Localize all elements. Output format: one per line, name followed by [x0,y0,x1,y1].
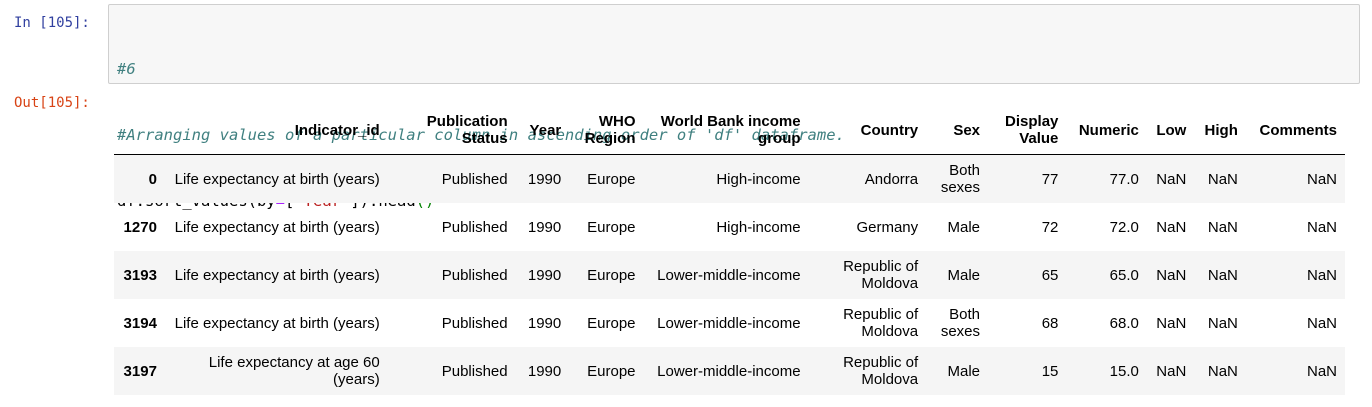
cell-who-region: Europe [587,218,636,236]
cell-sex: Male [947,266,981,284]
code-token-bracket-close: ] [350,192,360,210]
cell-who-region: Europe [587,266,636,284]
table-row: 3197 Life expectancy at age 60 (years) P… [114,347,1345,395]
cell-high: NaN [1207,218,1238,236]
cell-numeric: 68.0 [1109,314,1139,332]
code-line-3: df.sort_values(by=['Year']).head() [117,190,1351,212]
cell-year: 1990 [527,218,562,236]
cell-numeric: 65.0 [1109,266,1139,284]
row-index: 3197 [123,362,157,380]
column-header-who-region: WHO Region [569,106,644,155]
row-index: 1270 [123,218,157,236]
cell-publication-status: Published [441,218,508,236]
cell-indicator-id: Life expectancy at birth (years) [174,314,380,332]
cell-who-region: Europe [587,314,636,332]
cell-indicator-id: Life expectancy at age 60 (years) [208,354,380,388]
cell-display-value: 65 [1041,266,1059,284]
dataframe-output-table: Indicator_id Publication Status Year WHO… [114,106,1345,395]
cell-who-region: Europe [587,362,636,380]
cell-low: NaN [1156,362,1187,380]
cell-display-value: 68 [1041,314,1059,332]
cell-numeric: 15.0 [1109,362,1139,380]
cell-income-group: Lower-middle-income [657,362,801,380]
cell-low: NaN [1156,314,1187,332]
column-header-income-group: World Bank income group [643,106,809,155]
input-prompt: In [105]: [14,15,90,31]
table-header-row: Indicator_id Publication Status Year WHO… [114,106,1345,155]
cell-low: NaN [1156,218,1187,236]
cell-income-group: Lower-middle-income [657,266,801,284]
cell-indicator-id: Life expectancy at birth (years) [174,170,380,188]
code-token-parens: () [415,192,435,210]
cell-country: Germany [856,218,919,236]
output-prompt: Out[105]: [14,95,90,111]
cell-indicator-id: Life expectancy at birth (years) [174,218,380,236]
cell-income-group: High-income [716,218,801,236]
cell-publication-status: Published [441,266,508,284]
cell-comments: NaN [1306,266,1337,284]
table-row: 1270 Life expectancy at birth (years) Pu… [114,203,1345,251]
column-header-low: Low [1146,106,1195,155]
code-comment-line-1: #6 [117,60,136,78]
cell-display-value: 15 [1041,362,1059,380]
cell-low: NaN [1156,266,1187,284]
code-token-head: ).head [359,192,416,210]
cell-numeric: 72.0 [1109,218,1139,236]
cell-indicator-id: Life expectancy at birth (years) [174,266,380,284]
cell-country: Republic of Moldova [843,258,919,292]
cell-high: NaN [1207,170,1238,188]
code-token-call: df.sort_values(by [117,192,276,210]
cell-comments: NaN [1306,218,1337,236]
column-header-high: High [1194,106,1246,155]
cell-sex: Both sexes [940,162,981,196]
cell-publication-status: Published [441,362,508,380]
code-input-area[interactable]: #6 #Arranging values of a particular col… [108,4,1360,210]
cell-comments: NaN [1306,170,1337,188]
cell-comments: NaN [1306,362,1337,380]
cell-sex: Male [947,362,981,380]
column-header-display-value: Display Value [988,106,1067,155]
code-token-string: 'Year' [294,192,351,210]
column-header-publication-status: Publication Status [387,106,516,155]
code-token-operator: = [275,192,285,210]
cell-numeric: 77.0 [1109,170,1139,188]
column-header-index [114,106,165,155]
column-header-year: Year [515,106,570,155]
table-row: 3194 Life expectancy at birth (years) Pu… [114,299,1345,347]
column-header-indicator-id: Indicator_id [164,106,388,155]
cell-who-region: Europe [587,170,636,188]
table-row: 3193 Life expectancy at birth (years) Pu… [114,251,1345,299]
column-header-comments: Comments [1245,106,1345,155]
cell-sex: Both sexes [940,306,981,340]
cell-country: Republic of Moldova [843,306,919,340]
cell-high: NaN [1207,266,1238,284]
column-header-country: Country [808,106,927,155]
cell-income-group: High-income [716,170,801,188]
table-row: 0 Life expectancy at birth (years) Publi… [114,154,1345,203]
row-index: 0 [148,170,157,188]
cell-country: Andorra [864,170,919,188]
row-index: 3194 [123,314,157,332]
cell-year: 1990 [527,266,562,284]
column-header-sex: Sex [926,106,989,155]
cell-income-group: Lower-middle-income [657,314,801,332]
cell-sex: Male [947,218,981,236]
cell-year: 1990 [527,170,562,188]
cell-publication-status: Published [441,170,508,188]
cell-comments: NaN [1306,314,1337,332]
cell-display-value: 77 [1041,170,1059,188]
cell-low: NaN [1156,170,1187,188]
code-token-bracket-open: [ [284,192,295,210]
cell-year: 1990 [527,362,562,380]
cell-display-value: 72 [1041,218,1059,236]
cell-high: NaN [1207,362,1238,380]
cell-year: 1990 [527,314,562,332]
cell-high: NaN [1207,314,1238,332]
cell-country: Republic of Moldova [843,354,919,388]
row-index: 3193 [123,266,157,284]
column-header-numeric: Numeric [1066,106,1147,155]
cell-publication-status: Published [441,314,508,332]
